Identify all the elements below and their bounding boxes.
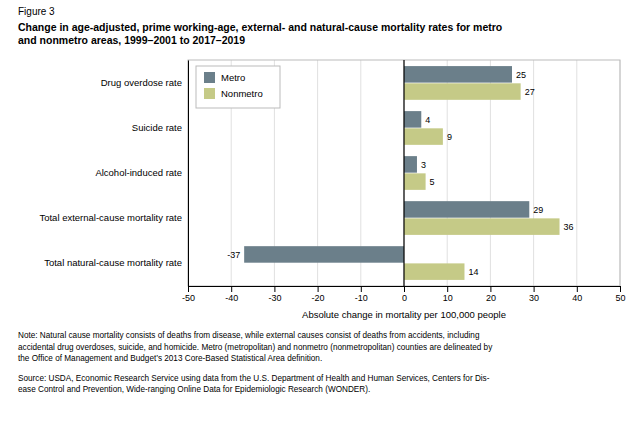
- tick-mark: [274, 286, 275, 292]
- text-line: the Office of Management and Budget’s 20…: [18, 354, 322, 363]
- tick-mark: [490, 286, 491, 292]
- annotation: Note: Natural cause mortality consists o…: [18, 331, 493, 363]
- y-tick: Total external-cause mortality rate: [39, 212, 182, 223]
- bar: [404, 263, 464, 280]
- y-tick: Alcohol-induced rate: [95, 167, 182, 178]
- grid: [188, 60, 620, 286]
- tick-label: Drug overdose rate: [101, 77, 182, 88]
- annotation: Source: USDA, Economic Research Service …: [18, 374, 490, 395]
- x-tick: 30: [529, 286, 539, 303]
- data-label: 25: [516, 70, 526, 80]
- x-tick: 40: [572, 286, 582, 303]
- bar: [404, 201, 529, 218]
- grid-line: [404, 60, 405, 286]
- y-tick: Drug overdose rate: [101, 77, 182, 88]
- data-label: 27: [525, 87, 535, 97]
- x-tick: -50: [182, 286, 195, 303]
- y-tick: Total natural-cause mortality rate: [44, 257, 182, 268]
- x-axis-label: Absolute change in mortality per 100,000…: [302, 309, 506, 320]
- bar: [404, 218, 560, 235]
- legend-label: Nonmetro: [221, 88, 263, 99]
- chart: Figure 3 Change in age-adjusted, prime wo…: [0, 0, 640, 421]
- axis-line: [189, 287, 621, 293]
- legend-label: Metro: [221, 72, 245, 83]
- bar: [404, 111, 421, 128]
- bar: [404, 83, 521, 100]
- plot-frame: [188, 60, 620, 286]
- tick-label: 30: [529, 293, 539, 303]
- x-tick: 10: [443, 286, 453, 303]
- x-tick: -10: [355, 286, 368, 303]
- tick-label: -50: [182, 293, 195, 303]
- bars: [244, 66, 559, 280]
- bar: [404, 66, 512, 83]
- tick-label: 10: [443, 293, 453, 303]
- text-line: Source: USDA, Economic Research Service …: [18, 374, 490, 383]
- tick-label: 0: [402, 293, 407, 303]
- text-line: Change in age-adjusted, prime working-ag…: [18, 21, 502, 33]
- tick-mark: [577, 286, 578, 292]
- text-line: and nonmetro areas, 1999–2001 to 2017–20…: [18, 34, 245, 46]
- x-axis: -50 -40 -30 -20 -10 0 10 20 30 40 50: [182, 286, 626, 303]
- tick-mark: [318, 286, 319, 292]
- tick-label: 50: [615, 293, 625, 303]
- tick-label: -20: [312, 293, 325, 303]
- tick-mark: [404, 286, 405, 292]
- tick-label: Total external-cause mortality rate: [39, 212, 182, 223]
- x-tick: -40: [225, 286, 238, 303]
- data-label: 29: [533, 205, 543, 215]
- tick-mark: [447, 286, 448, 292]
- tick-label: 40: [572, 293, 582, 303]
- y-tick: Suicide rate: [132, 122, 182, 133]
- text-line: ease Control and Prevention, Wide-rangin…: [18, 385, 370, 394]
- bar: [404, 173, 426, 190]
- legend-frame: [196, 66, 280, 108]
- legend-item: Metro: [204, 72, 245, 83]
- data-label: 5: [430, 177, 435, 187]
- tick-mark: [620, 286, 621, 292]
- axis-line: [188, 61, 189, 287]
- x-tick: -20: [312, 286, 325, 303]
- bar: [244, 246, 404, 263]
- tick-label: -40: [225, 293, 238, 303]
- text-line: Note: Natural cause mortality consists o…: [18, 331, 480, 340]
- tick-mark: [361, 286, 362, 292]
- tick-label: 20: [486, 293, 496, 303]
- x-tick: -30: [268, 286, 281, 303]
- tick-label: -10: [355, 293, 368, 303]
- bar: [404, 128, 443, 145]
- tick-mark: [231, 286, 232, 292]
- zero-line: [403, 60, 404, 286]
- title: Change in age-adjusted, prime working-ag…: [18, 21, 502, 46]
- data-label: 14: [468, 267, 478, 277]
- data-label: 9: [447, 132, 452, 142]
- y-axis: Drug overdose rate Suicide rate Alcohol-in…: [39, 61, 188, 287]
- x-tick: 20: [486, 286, 496, 303]
- tick-mark: [534, 286, 535, 292]
- legend-item: Nonmetro: [204, 88, 263, 99]
- grid-line: [576, 60, 577, 286]
- tick-label: -30: [268, 293, 281, 303]
- tick-label: Alcohol-induced rate: [95, 167, 182, 178]
- tick-mark: [188, 286, 189, 292]
- text-line: accidental drug overdoses, suicide, and …: [18, 343, 493, 352]
- legend-swatch: [204, 72, 215, 83]
- data-label: 4: [425, 115, 430, 125]
- x-tick: 50: [615, 286, 625, 303]
- tick-label: Total natural-cause mortality rate: [44, 257, 182, 268]
- legend-swatch: [204, 88, 215, 99]
- data-label: -37: [227, 250, 240, 260]
- bar: [404, 156, 417, 173]
- subtitle: Figure 3: [18, 6, 55, 17]
- legend: Metro Nonmetro: [196, 66, 280, 108]
- tick-label: Suicide rate: [132, 122, 182, 133]
- data-label: 36: [564, 222, 574, 232]
- data-label: 3: [421, 160, 426, 170]
- x-tick: 0: [402, 286, 407, 303]
